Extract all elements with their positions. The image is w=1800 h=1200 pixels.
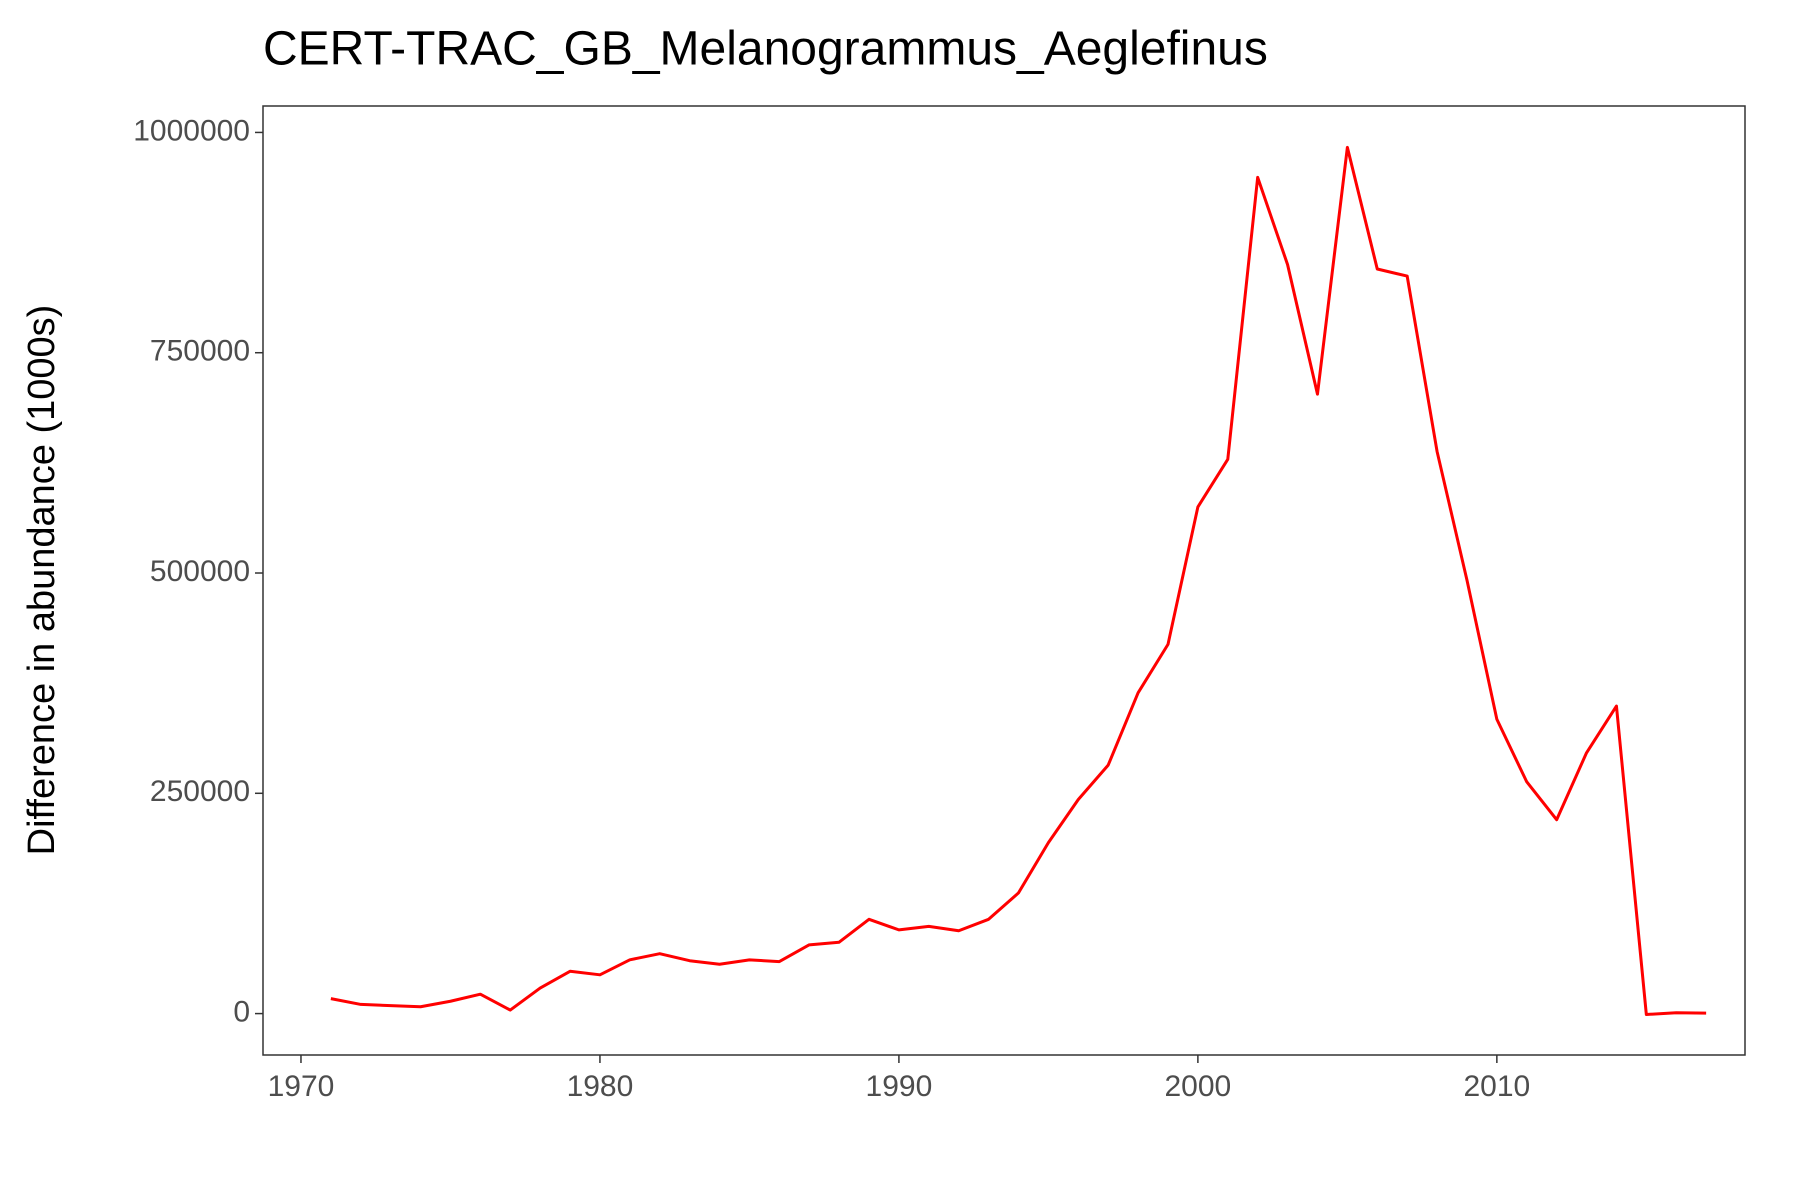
x-tick-label: 2000	[1165, 1070, 1232, 1103]
panel-border	[262, 105, 1746, 1056]
y-tick-label: 750000	[150, 335, 250, 368]
x-tick-label: 1980	[567, 1070, 634, 1103]
chart-title: CERT-TRAC_GB_Melanogrammus_Aeglefinus	[263, 23, 1268, 76]
y-tick-label: 0	[233, 996, 250, 1029]
y-tick-label: 250000	[150, 775, 250, 808]
y-axis-label: Difference in abundance (1000s)	[21, 305, 63, 856]
line-series	[330, 145, 1707, 1016]
y-tick-label: 500000	[150, 555, 250, 588]
y-tick-label: 1000000	[133, 114, 250, 147]
x-tick-label: 1990	[866, 1070, 933, 1103]
x-tick-label: 2010	[1463, 1070, 1530, 1103]
x-tick-label: 1970	[268, 1070, 335, 1103]
